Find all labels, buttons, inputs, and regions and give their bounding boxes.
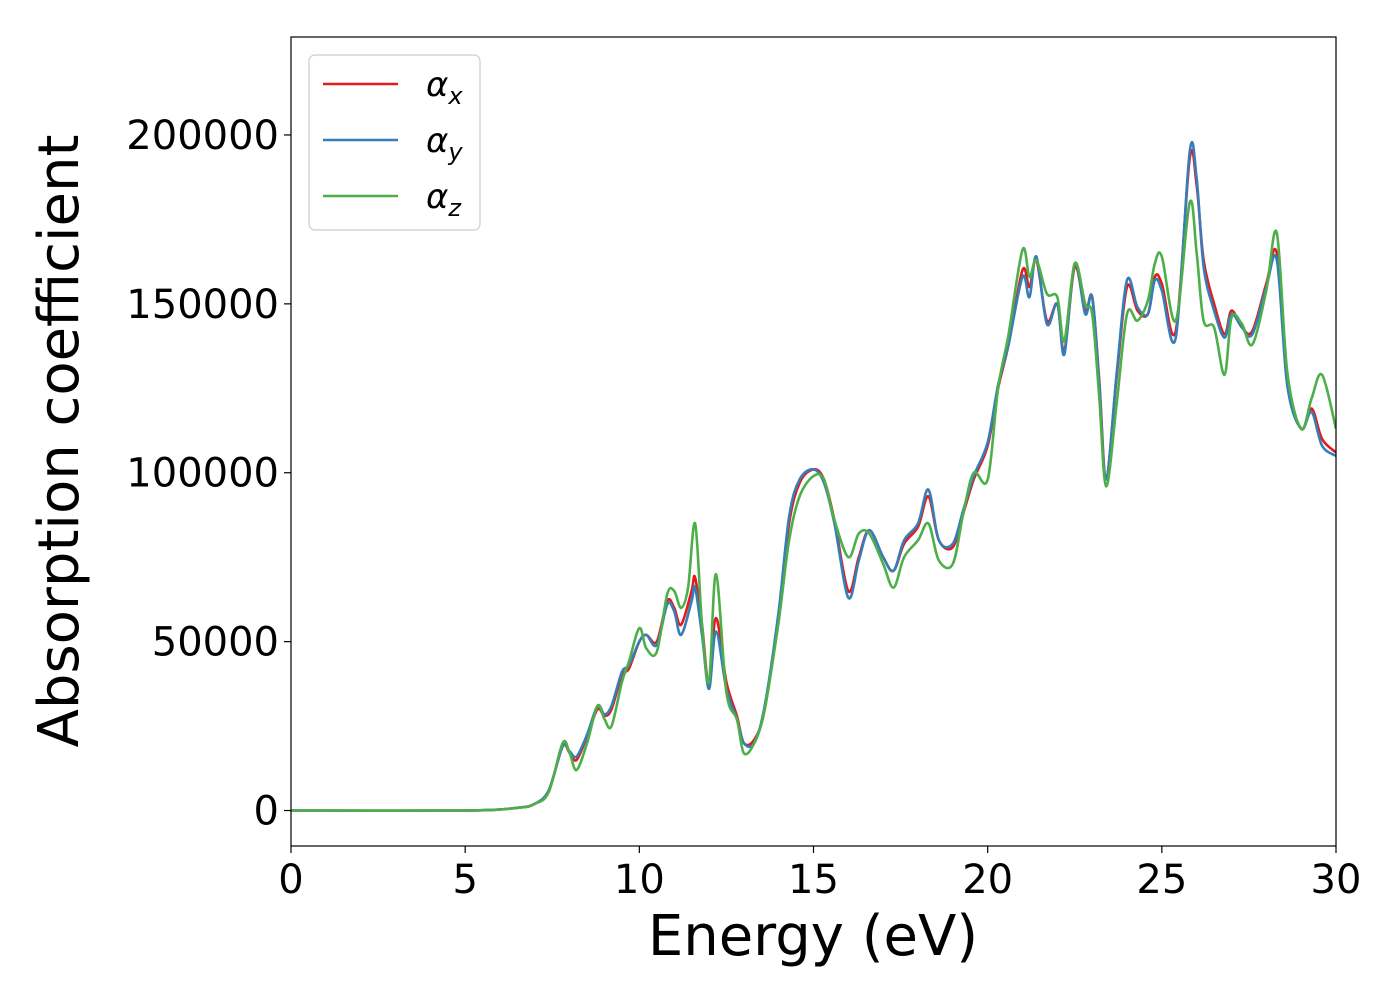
y-axis: 0 50000 100000 150000 200000 [126, 113, 291, 835]
y-axis-label: Absorption coefficient [27, 135, 92, 748]
series-line-y [291, 141, 1336, 813]
y-tick-label: 150000 [126, 282, 279, 328]
x-tick-label: 5 [452, 857, 477, 903]
x-tick-label: 25 [1136, 857, 1187, 903]
series-layer [291, 141, 1336, 813]
legend: αx αy αz [308, 54, 481, 231]
legend-label-y: αy [426, 121, 463, 166]
x-tick-label: 15 [788, 857, 839, 903]
legend-label-x: αx [426, 65, 463, 110]
y-tick-label: 50000 [152, 620, 279, 666]
x-tick-label: 0 [278, 857, 303, 903]
x-tick-label: 10 [614, 857, 665, 903]
y-tick-label: 0 [254, 789, 279, 835]
y-tick-label: 200000 [126, 113, 279, 159]
legend-label-z: αz [426, 177, 462, 222]
legend-items: αx αy αz [323, 65, 463, 222]
x-tick-label: 30 [1311, 857, 1362, 903]
x-tick-label: 20 [962, 857, 1013, 903]
series-line-x [291, 149, 1336, 813]
x-axis-label: Energy (eV) [648, 904, 978, 969]
y-tick-label: 100000 [126, 451, 279, 497]
legend-box [308, 54, 481, 231]
series-line-z [291, 199, 1336, 813]
x-axis: 0 5 10 15 20 25 30 [278, 846, 1361, 903]
